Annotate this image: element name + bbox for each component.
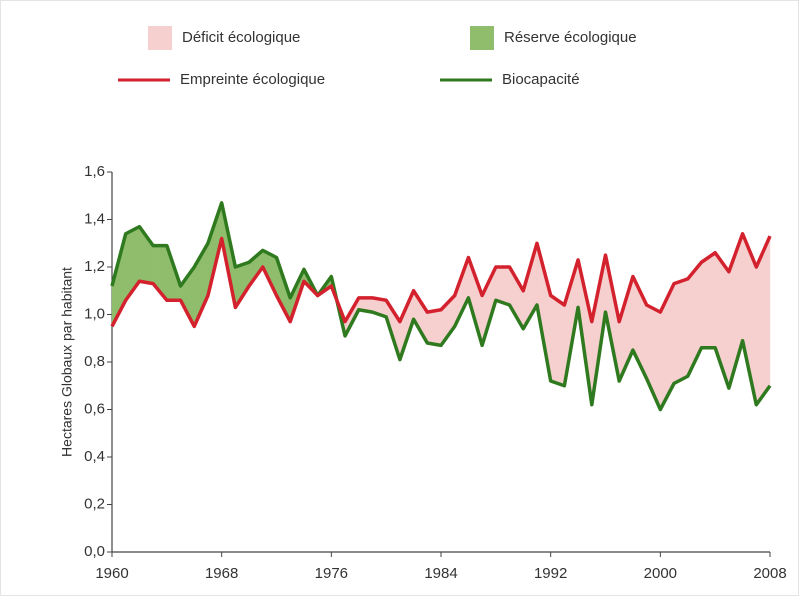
y-tick-label: 0,6: [84, 400, 105, 417]
area-fill: [701, 252, 716, 348]
x-tick-label: 2008: [753, 565, 786, 582]
legend-label: Empreinte écologique: [180, 71, 325, 88]
x-tick-label: 2000: [644, 565, 677, 582]
x-tick-label: 1992: [534, 565, 567, 582]
legend-swatch: [148, 26, 172, 50]
series-line: [110, 201, 772, 412]
x-tick-label: 1960: [95, 565, 128, 582]
y-tick-label: 1,6: [84, 163, 105, 180]
y-axis-label: Hectares Globaux par habitant: [59, 267, 75, 457]
y-tick-label: 1,4: [84, 210, 105, 227]
area-fill: [550, 295, 565, 387]
y-tick-label: 0,0: [84, 543, 105, 560]
y-tick-label: 0,4: [84, 448, 105, 465]
series-line: [110, 232, 772, 329]
legend-label: Réserve écologique: [504, 29, 637, 46]
x-tick-label: 1968: [205, 565, 238, 582]
area-fill: [673, 278, 688, 384]
y-tick-label: 1,0: [84, 305, 105, 322]
y-tick-label: 1,2: [84, 258, 105, 275]
legend-label: Biocapacité: [502, 71, 580, 88]
legend-label: Déficit écologique: [182, 29, 300, 46]
x-tick-label: 1976: [315, 565, 348, 582]
legend-swatch: [470, 26, 494, 50]
y-tick-label: 0,8: [84, 353, 105, 370]
area-fill: [427, 309, 442, 346]
y-tick-label: 0,2: [84, 495, 105, 512]
x-tick-label: 1984: [424, 565, 457, 582]
